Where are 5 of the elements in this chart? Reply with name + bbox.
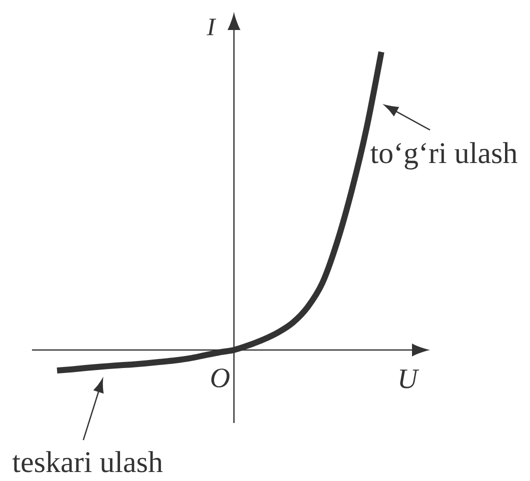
- annotation: to‘g‘ri ulash: [370, 142, 518, 170]
- x-axis-title: U: [400, 370, 420, 388]
- y-axis-title: I: [206, 18, 216, 36]
- annotation: O: [211, 368, 230, 388]
- text: teskari ulash: [12, 451, 163, 472]
